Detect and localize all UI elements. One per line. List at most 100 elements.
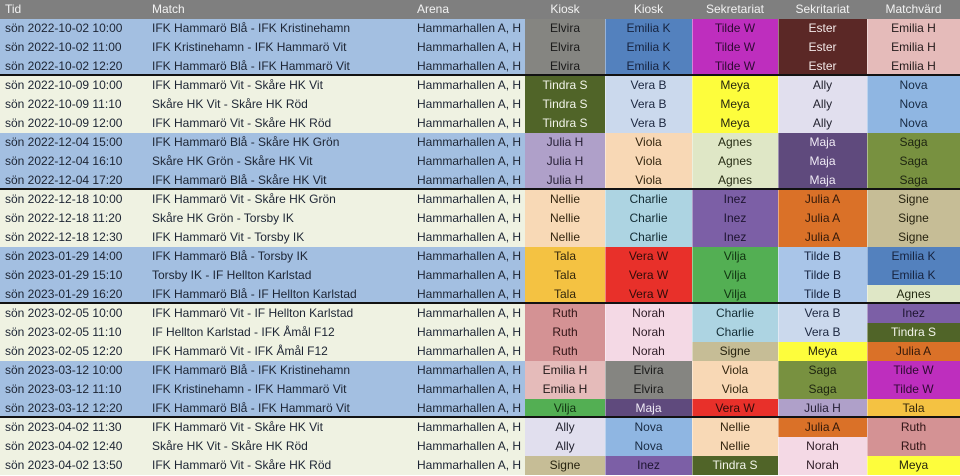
cell-arena[interactable]: Hammarhallen A, H xyxy=(417,116,522,130)
cell-tid[interactable]: sön 2022-12-04 15:00 xyxy=(5,135,123,149)
cell-arena[interactable]: Hammarhallen A, H xyxy=(417,173,522,187)
cell-arena[interactable]: Hammarhallen A, H xyxy=(417,420,522,434)
cell-matchvard[interactable]: Saga xyxy=(867,133,960,152)
cell-sekretariat[interactable]: Tilde W xyxy=(692,19,778,38)
cell-match[interactable]: IFK Hammarö Blå - IFK Hammarö Vit xyxy=(152,401,350,415)
cell-sekretariat[interactable]: Vilja xyxy=(692,247,778,266)
cell-kiosk-1[interactable]: Ally xyxy=(525,437,605,456)
cell-matchvard[interactable]: Emilia H xyxy=(867,57,960,74)
cell-kiosk-1[interactable]: Vilja xyxy=(525,399,605,416)
cell-tid[interactable]: sön 2022-12-04 17:20 xyxy=(5,173,123,187)
cell-matchvard[interactable]: Ruth xyxy=(867,437,960,456)
cell-kiosk-2[interactable]: Emilia K xyxy=(605,57,692,74)
cell-kiosk-2[interactable]: Nova xyxy=(605,437,692,456)
cell-arena[interactable]: Hammarhallen A, H xyxy=(417,382,522,396)
cell-tid[interactable]: sön 2022-10-09 11:10 xyxy=(5,97,122,111)
cell-matchvard[interactable]: Saga xyxy=(867,171,960,188)
cell-matchvard[interactable]: Nova xyxy=(867,76,960,95)
cell-tid[interactable]: sön 2023-02-05 12:20 xyxy=(5,344,123,358)
cell-kiosk-1[interactable]: Tala xyxy=(525,247,605,266)
cell-kiosk-1[interactable]: Elvira xyxy=(525,57,605,74)
cell-match[interactable]: IFK Kristinehamn - IFK Hammarö Vit xyxy=(152,40,347,54)
cell-sekretariat[interactable]: Tilde W xyxy=(692,57,778,74)
cell-matchvard[interactable]: Signe xyxy=(867,228,960,247)
cell-sekretariat[interactable]: Vilja xyxy=(692,266,778,285)
cell-sekretariat[interactable]: Agnes xyxy=(692,152,778,171)
cell-match[interactable]: Skåre HK Grön - Skåre HK Vit xyxy=(152,154,313,168)
cell-tid[interactable]: sön 2023-02-05 11:10 xyxy=(5,325,122,339)
cell-arena[interactable]: Hammarhallen A, H xyxy=(417,59,522,73)
cell-tid[interactable]: sön 2022-12-18 11:20 xyxy=(5,211,122,225)
cell-arena[interactable]: Hammarhallen A, H xyxy=(417,135,522,149)
cell-kiosk-2[interactable]: Charlie xyxy=(605,209,692,228)
cell-tid[interactable]: sön 2023-02-05 10:00 xyxy=(5,306,123,320)
cell-sekretariat[interactable]: Charlie xyxy=(692,304,778,323)
cell-sekretariat[interactable]: Viola xyxy=(692,361,778,380)
cell-match[interactable]: IFK Hammarö Vit - Skåre HK Vit xyxy=(152,78,323,92)
cell-kiosk-2[interactable]: Elvira xyxy=(605,361,692,380)
cell-match[interactable]: IFK Hammarö Blå - IFK Kristinehamn xyxy=(152,363,351,377)
cell-sekritariat[interactable]: Julia A xyxy=(778,418,867,437)
cell-match[interactable]: IFK Hammarö Vit - Skåre HK Röd xyxy=(152,458,332,472)
cell-sekritariat[interactable]: Ally xyxy=(778,76,867,95)
cell-sekritariat[interactable]: Julia A xyxy=(778,190,867,209)
cell-tid[interactable]: sön 2023-01-29 16:20 xyxy=(5,287,123,301)
cell-sekritariat[interactable]: Ally xyxy=(778,95,867,114)
cell-kiosk-1[interactable]: Emilia H xyxy=(525,380,605,399)
cell-kiosk-2[interactable]: Emilia K xyxy=(605,38,692,57)
cell-sekritariat[interactable]: Maja xyxy=(778,171,867,188)
cell-tid[interactable]: sön 2022-12-18 10:00 xyxy=(5,192,123,206)
cell-matchvard[interactable]: Ruth xyxy=(867,418,960,437)
cell-matchvard[interactable]: Saga xyxy=(867,152,960,171)
cell-tid[interactable]: sön 2023-04-02 12:40 xyxy=(5,439,123,453)
cell-sekritariat[interactable]: Ester xyxy=(778,38,867,57)
cell-kiosk-2[interactable]: Vera B xyxy=(605,95,692,114)
cell-kiosk-1[interactable]: Tindra S xyxy=(525,95,605,114)
cell-matchvard[interactable]: Tilde W xyxy=(867,380,960,399)
cell-kiosk-1[interactable]: Julia H xyxy=(525,152,605,171)
cell-arena[interactable]: Hammarhallen A, H xyxy=(417,78,522,92)
cell-sekritariat[interactable]: Vera B xyxy=(778,304,867,323)
cell-sekritariat[interactable]: Maja xyxy=(778,133,867,152)
cell-sekretariat[interactable]: Agnes xyxy=(692,133,778,152)
cell-tid[interactable]: sön 2022-12-04 16:10 xyxy=(5,154,123,168)
cell-sekretariat[interactable]: Charlie xyxy=(692,323,778,342)
cell-kiosk-1[interactable]: Nellie xyxy=(525,209,605,228)
cell-tid[interactable]: sön 2023-04-02 13:50 xyxy=(5,458,123,472)
cell-kiosk-2[interactable]: Maja xyxy=(605,399,692,416)
cell-sekritariat[interactable]: Saga xyxy=(778,380,867,399)
cell-kiosk-2[interactable]: Norah xyxy=(605,304,692,323)
cell-kiosk-2[interactable]: Viola xyxy=(605,171,692,188)
cell-arena[interactable]: Hammarhallen A, H xyxy=(417,401,522,415)
cell-kiosk-1[interactable]: Ally xyxy=(525,418,605,437)
cell-sekritariat[interactable]: Meya xyxy=(778,342,867,361)
cell-sekritariat[interactable]: Tilde B xyxy=(778,285,867,302)
cell-sekritariat[interactable]: Maja xyxy=(778,152,867,171)
cell-matchvard[interactable]: Nova xyxy=(867,114,960,133)
cell-matchvard[interactable]: Tilde W xyxy=(867,361,960,380)
cell-matchvard[interactable]: Signe xyxy=(867,209,960,228)
cell-tid[interactable]: sön 2022-10-09 12:00 xyxy=(5,116,123,130)
cell-kiosk-1[interactable]: Nellie xyxy=(525,228,605,247)
cell-matchvard[interactable]: Emilia K xyxy=(867,247,960,266)
cell-matchvard[interactable]: Inez xyxy=(867,304,960,323)
cell-matchvard[interactable]: Julia A xyxy=(867,342,960,361)
cell-matchvard[interactable]: Meya xyxy=(867,456,960,475)
cell-match[interactable]: IFK Hammarö Vit - Skåre HK Röd xyxy=(152,116,332,130)
cell-sekritariat[interactable]: Norah xyxy=(778,437,867,456)
cell-sekretariat[interactable]: Tindra S xyxy=(692,456,778,475)
cell-sekritariat[interactable]: Julia H xyxy=(778,399,867,416)
cell-arena[interactable]: Hammarhallen A, H xyxy=(417,40,522,54)
cell-matchvard[interactable]: Tindra S xyxy=(867,323,960,342)
cell-tid[interactable]: sön 2023-03-12 12:20 xyxy=(5,401,123,415)
cell-arena[interactable]: Hammarhallen A, H xyxy=(417,287,522,301)
cell-kiosk-1[interactable]: Signe xyxy=(525,456,605,475)
cell-sekritariat[interactable]: Norah xyxy=(778,456,867,475)
cell-match[interactable]: IFK Hammarö Vit - IF Hellton Karlstad xyxy=(152,306,354,320)
cell-sekretariat[interactable]: Vilja xyxy=(692,285,778,302)
cell-sekretariat[interactable]: Tilde W xyxy=(692,38,778,57)
cell-sekritariat[interactable]: Tilde B xyxy=(778,247,867,266)
cell-tid[interactable]: sön 2022-12-18 12:30 xyxy=(5,230,123,244)
cell-kiosk-2[interactable]: Norah xyxy=(605,323,692,342)
cell-match[interactable]: IFK Hammarö Blå - Skåre HK Grön xyxy=(152,135,340,149)
